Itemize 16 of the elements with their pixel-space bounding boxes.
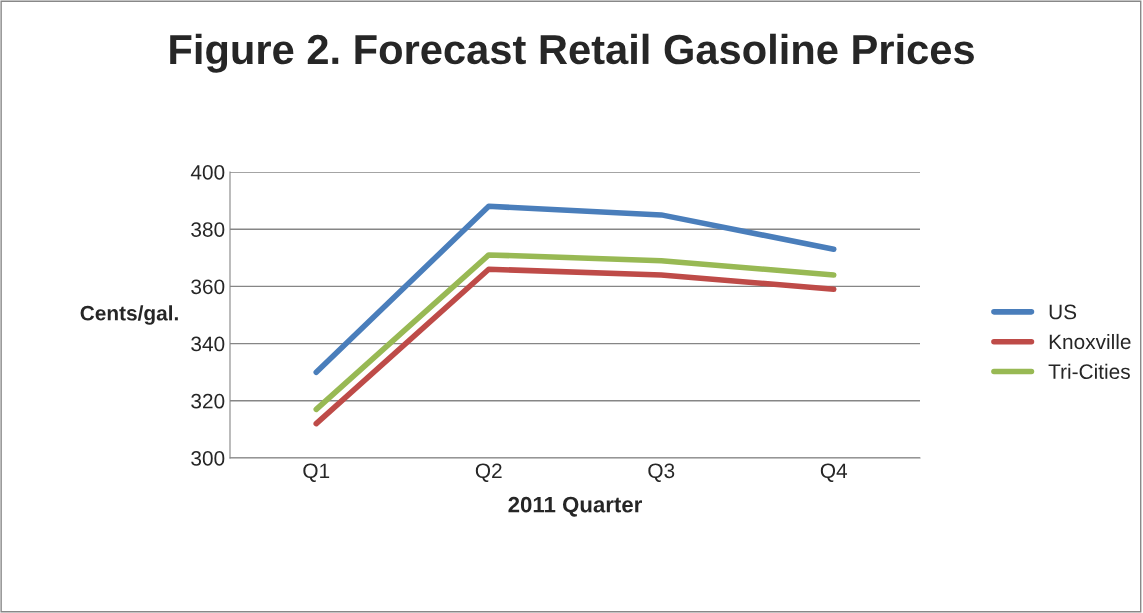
x-tick-label: Q4 bbox=[820, 463, 848, 482]
x-tick-label: Q1 bbox=[303, 463, 330, 482]
chart-title: Figure 2. Forecast Retail Gasoline Prices bbox=[170, 33, 974, 73]
y-tick-label: 360 bbox=[191, 279, 225, 295]
legend-label: US bbox=[1049, 304, 1077, 320]
y-tick-label: 320 bbox=[191, 393, 225, 409]
x-axis-title: 2011 Quarter bbox=[508, 496, 642, 517]
legend-label: Tri-Cities bbox=[1048, 363, 1130, 380]
legend-label: Knoxville bbox=[1049, 333, 1131, 350]
y-tick-label: 400 bbox=[190, 165, 225, 180]
y-axis-title: Cents/gal. bbox=[80, 305, 178, 325]
x-tick-label: Q3 bbox=[648, 463, 675, 482]
y-tick-label: 300 bbox=[191, 451, 225, 466]
y-tick-label: 340 bbox=[191, 336, 225, 352]
y-tick-label: 380 bbox=[191, 222, 225, 237]
x-tick-label: Q2 bbox=[475, 463, 502, 482]
